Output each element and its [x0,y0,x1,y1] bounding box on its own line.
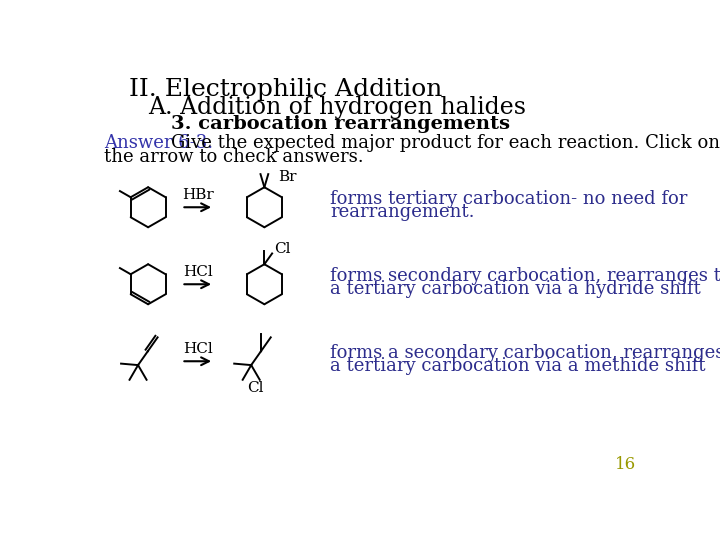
Text: Cl: Cl [274,242,290,256]
Text: the arrow to check answers.: the arrow to check answers. [104,148,364,166]
Text: 16: 16 [616,456,636,473]
Text: forms a secondary carbocation, rearranges to: forms a secondary carbocation, rearrange… [330,343,720,362]
Text: 3. carbocation rearrangements: 3. carbocation rearrangements [171,115,510,133]
Text: Give the expected major product for each reaction. Click on: Give the expected major product for each… [171,134,720,152]
Text: Cl: Cl [247,381,264,395]
Text: HBr: HBr [182,188,214,202]
Text: forms secondary carbocation, rearranges to: forms secondary carbocation, rearranges … [330,267,720,285]
Text: HCl: HCl [183,342,212,356]
Text: Answer 6-3.: Answer 6-3. [104,134,213,152]
Text: forms tertiary carbocation- no need for: forms tertiary carbocation- no need for [330,190,688,207]
Text: rearrangement.: rearrangement. [330,204,474,221]
Text: a tertiary carbocation via a methide shift: a tertiary carbocation via a methide shi… [330,357,706,375]
Text: a tertiary carbocation via a hydride shift: a tertiary carbocation via a hydride shi… [330,280,701,299]
Text: A. Addition of hydrogen halides: A. Addition of hydrogen halides [148,96,526,119]
Text: Br: Br [279,170,297,184]
Text: HCl: HCl [183,265,212,279]
Text: II. Electrophilic Addition: II. Electrophilic Addition [129,78,442,101]
